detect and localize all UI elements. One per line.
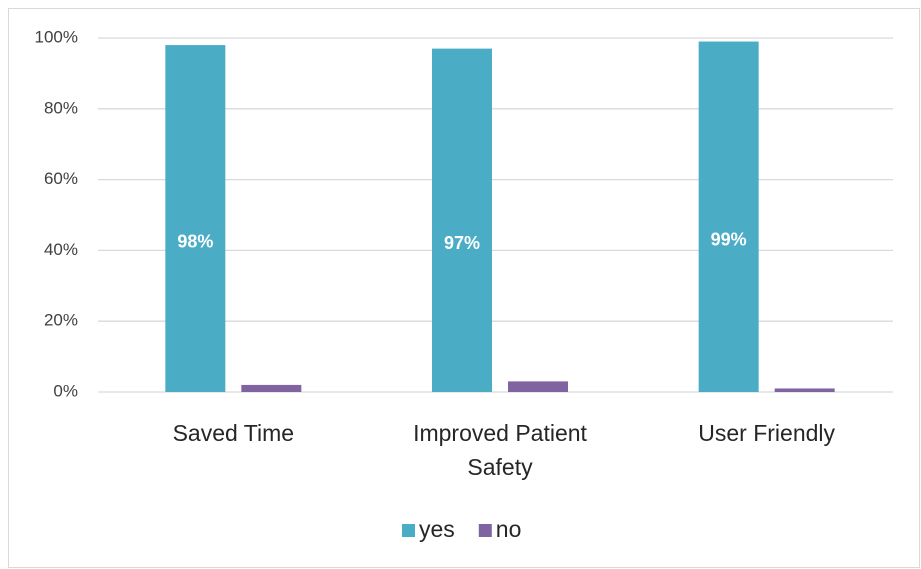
x-tick-label: Improved Patient Safety [413, 420, 587, 480]
y-tick-label: 80% [44, 98, 78, 117]
bar [774, 388, 835, 392]
legend-label: yes [419, 516, 455, 542]
y-tick-label: 20% [44, 311, 78, 330]
y-tick-label: 40% [44, 240, 78, 259]
bar [241, 384, 302, 392]
y-tick-label: 0% [53, 381, 78, 400]
x-tick-label: Saved Time [172, 420, 295, 446]
chart-frame [8, 8, 920, 568]
bar [508, 381, 568, 392]
y-tick-label: 100% [35, 27, 78, 46]
data-label: 99% [711, 230, 747, 250]
bar [432, 48, 492, 393]
data-label: 97% [444, 233, 480, 253]
bar [698, 41, 759, 392]
legend-swatch [402, 524, 415, 537]
legend-swatch [478, 524, 492, 537]
bar [165, 45, 226, 393]
x-tick-label: User Friendly [698, 420, 836, 446]
y-tick-label: 60% [44, 169, 78, 188]
legend-label: no [496, 516, 522, 542]
data-label: 98% [177, 231, 213, 251]
